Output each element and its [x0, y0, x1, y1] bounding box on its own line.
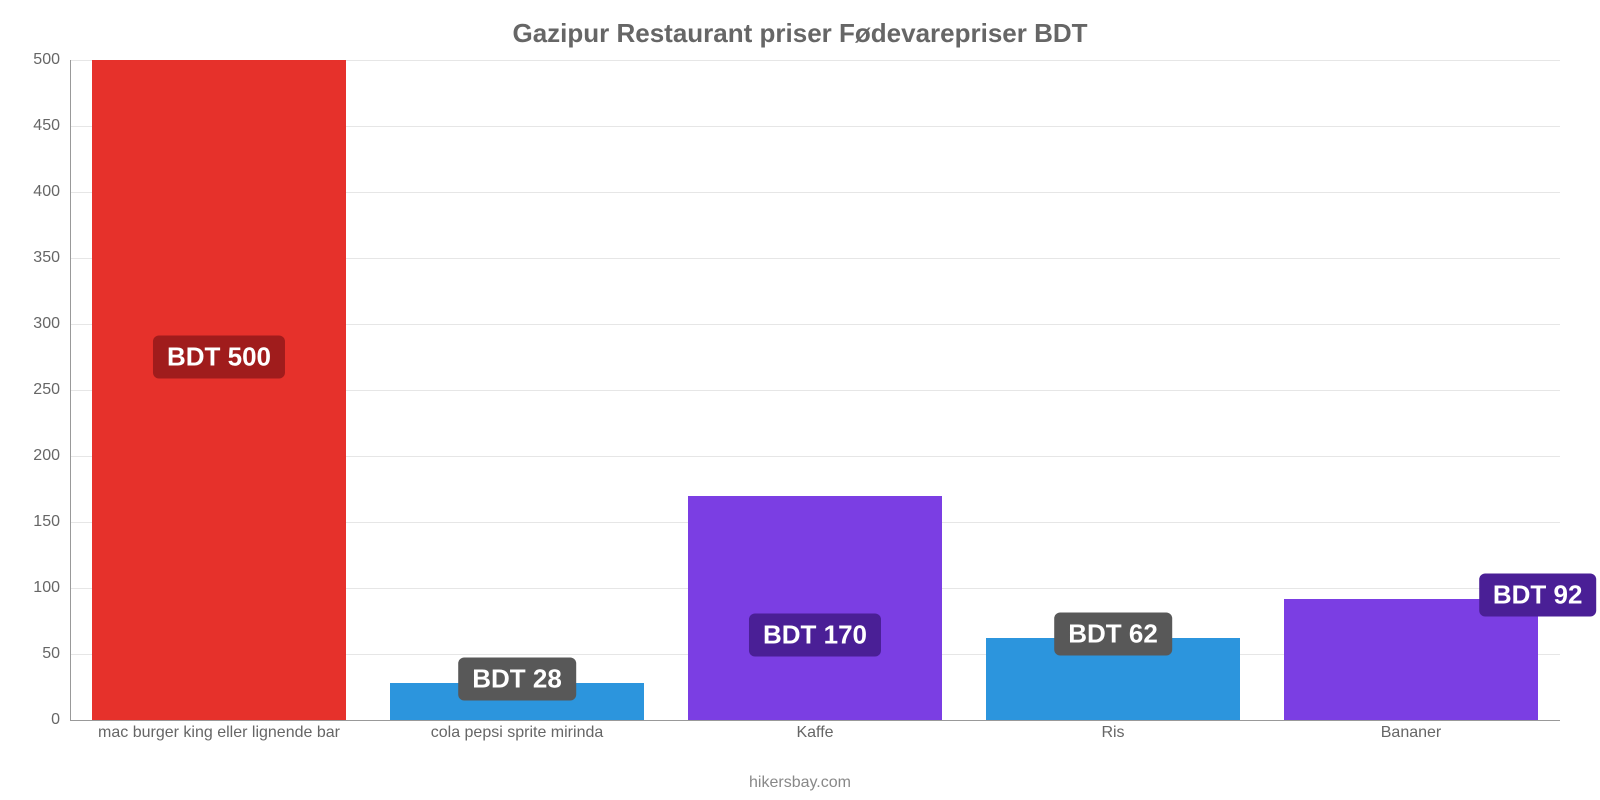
y-tick-label: 250 — [33, 381, 60, 399]
x-axis-labels: mac burger king eller lignende bar cola p… — [70, 724, 1560, 754]
y-tick-label: 200 — [33, 447, 60, 465]
value-badge: BDT 28 — [458, 658, 576, 701]
chart-footer: hikersbay.com — [0, 774, 1600, 792]
bar — [1284, 599, 1537, 720]
y-tick-label: 350 — [33, 249, 60, 267]
chart-container: Gazipur Restaurant priser Fødevarepriser… — [0, 0, 1600, 800]
y-tick-label: 450 — [33, 117, 60, 135]
y-axis — [70, 60, 71, 720]
y-tick-label: 50 — [42, 645, 60, 663]
value-badge: BDT 92 — [1479, 573, 1597, 616]
x-tick-label: cola pepsi sprite mirinda — [431, 724, 604, 742]
chart-title: Gazipur Restaurant priser Fødevarepriser… — [0, 0, 1600, 59]
value-badge: BDT 62 — [1054, 613, 1172, 656]
value-badge: BDT 170 — [749, 613, 881, 656]
bar — [92, 60, 345, 720]
plot-area: 050100150200250300350400450500BDT 500BDT… — [70, 60, 1560, 720]
value-badge: BDT 500 — [153, 336, 285, 379]
bar — [688, 496, 941, 720]
x-tick-label: Kaffe — [796, 724, 833, 742]
y-tick-label: 0 — [51, 711, 60, 729]
x-tick-label: mac burger king eller lignende bar — [98, 724, 340, 742]
y-tick-label: 100 — [33, 579, 60, 597]
y-tick-label: 400 — [33, 183, 60, 201]
y-tick-label: 150 — [33, 513, 60, 531]
x-tick-label: Bananer — [1381, 724, 1442, 742]
y-tick-label: 300 — [33, 315, 60, 333]
x-axis — [70, 720, 1560, 721]
x-tick-label: Ris — [1101, 724, 1124, 742]
y-tick-label: 500 — [33, 51, 60, 69]
